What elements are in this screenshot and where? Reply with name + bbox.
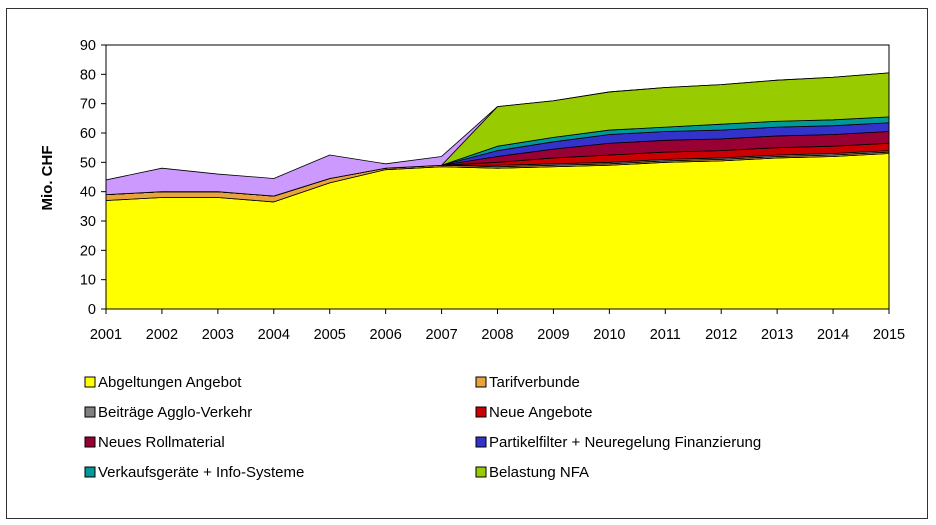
y-tick-label: 10 (80, 273, 96, 289)
x-tick-label: 2005 (314, 327, 346, 343)
x-tick-label: 2007 (425, 327, 457, 343)
legend-label-abgeltungen-angebot: Abgeltungen Angebot (98, 374, 242, 391)
x-tick-label: 2002 (146, 327, 178, 343)
legend-swatch-abgeltungen-angebot (84, 376, 96, 388)
x-tick-label: 2012 (705, 327, 737, 343)
legend-label-neues-rollmaterial: Neues Rollmaterial (98, 434, 225, 451)
x-axis-ticks: 2001 2002 2003 2004 2005 2006 2007 2008 2009 2010… (90, 309, 905, 343)
x-tick-label: 2014 (817, 327, 849, 343)
y-tick-label: 40 (80, 185, 96, 201)
legend: Abgeltungen Angebot Tarifverbunde Beiträge… (84, 374, 761, 481)
legend-swatch-neue-angebote (475, 406, 487, 418)
area-layers (105, 72, 890, 310)
legend-label-beitr-ge-agglo-verkehr: Beiträge Agglo-Verkehr (98, 404, 252, 421)
legend-swatch-tarifverbunde (475, 376, 487, 388)
y-tick-label: 50 (80, 155, 96, 171)
x-tick-label: 2013 (761, 327, 793, 343)
y-axis-ticks: 0 10 20 30 40 50 60 70 80 90 (80, 38, 106, 318)
legend-label-neue-angebote: Neue Angebote (489, 404, 592, 421)
x-tick-label: 2011 (650, 327, 681, 343)
x-tick-label: 2015 (873, 327, 905, 343)
legend-label-belastung-nfa: Belastung NFA (489, 464, 589, 481)
y-axis-label: Mio. CHF (39, 146, 56, 211)
y-tick-label: 30 (80, 214, 96, 230)
y-tick-label: 90 (80, 38, 96, 54)
legend-label-partikelfilter-neuregelung-finanzierung: Partikelfilter + Neuregelung Finanzierun… (489, 434, 761, 451)
legend-swatch-neues-rollmaterial (84, 436, 96, 448)
x-tick-label: 2006 (370, 327, 402, 343)
legend-swatch-verkaufsger-te-info-systeme (84, 466, 96, 478)
y-tick-label: 0 (88, 302, 96, 318)
legend-swatch-belastung-nfa (475, 466, 487, 478)
x-tick-label: 2004 (258, 327, 290, 343)
y-tick-label: 70 (80, 97, 96, 113)
legend-swatch-partikelfilter-neuregelung-finanzierung (475, 436, 487, 448)
x-tick-label: 2009 (537, 327, 569, 343)
x-tick-label: 2010 (593, 327, 625, 343)
y-tick-label: 80 (80, 67, 96, 83)
area-series-9 (105, 72, 890, 197)
x-tick-label: 2001 (90, 327, 122, 343)
y-tick-label: 60 (80, 126, 96, 142)
x-tick-label: 2008 (481, 327, 513, 343)
legend-swatch-beitr-ge-agglo-verkehr (84, 406, 96, 418)
y-tick-label: 20 (80, 243, 96, 259)
legend-label-verkaufsger-te-info-systeme: Verkaufsgeräte + Info-Systeme (98, 464, 304, 481)
legend-label-tarifverbunde: Tarifverbunde (489, 374, 580, 391)
x-tick-label: 2003 (202, 327, 234, 343)
